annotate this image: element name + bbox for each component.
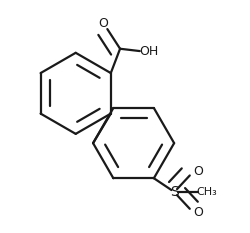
Text: O: O xyxy=(193,206,203,219)
Text: CH₃: CH₃ xyxy=(196,187,217,197)
Text: OH: OH xyxy=(138,45,158,58)
Text: S: S xyxy=(170,185,178,199)
Text: O: O xyxy=(193,165,203,178)
Text: O: O xyxy=(98,17,108,31)
